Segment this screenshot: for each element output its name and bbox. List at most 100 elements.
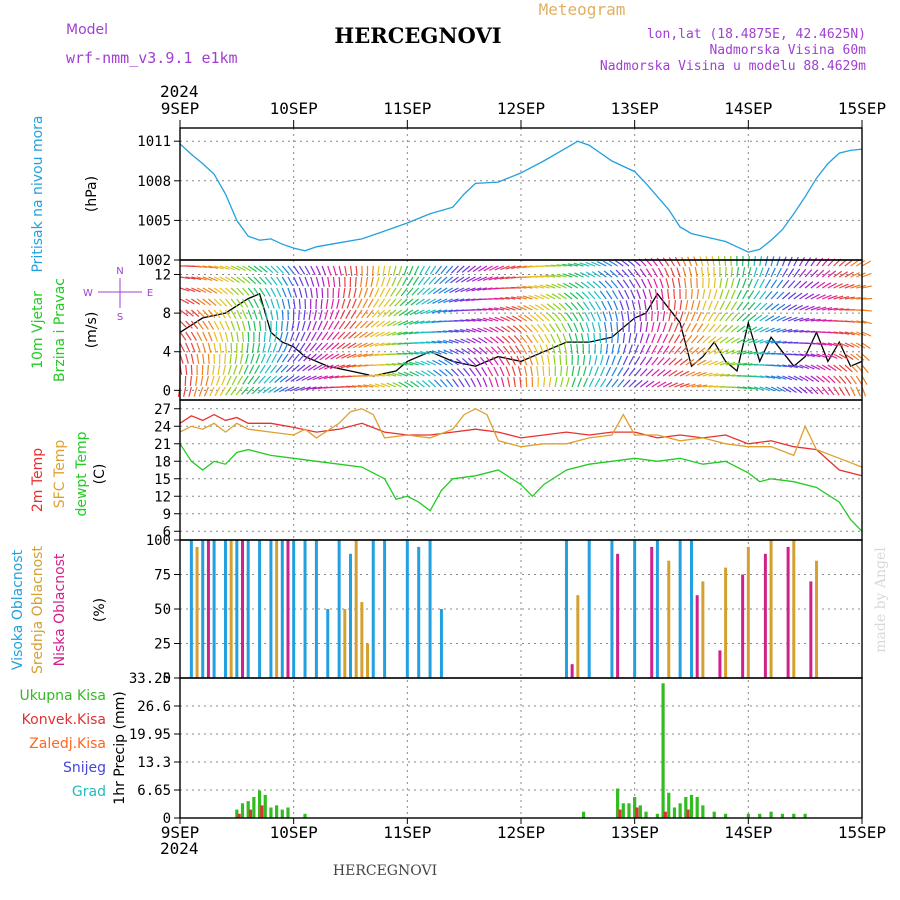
wind-arrow [437, 340, 448, 344]
ylabel-temp-unit: (C) [92, 464, 108, 485]
wind-arrow [363, 287, 369, 298]
wind-arrow [335, 364, 346, 369]
wind-arrow [219, 276, 229, 283]
wind-arrow [185, 276, 196, 280]
wind-arrow [267, 342, 272, 353]
wind-arrow [229, 353, 232, 365]
wind-arrow [562, 263, 573, 267]
wind-arrow [431, 350, 442, 355]
x-tick-label-top: 11SEP [383, 99, 431, 118]
wind-arrow [386, 382, 397, 388]
wind-arrow [821, 294, 832, 300]
wind-arrow [634, 278, 641, 289]
wind-arrow [591, 322, 596, 333]
wind-arrow [668, 382, 679, 388]
wind-arrow [444, 368, 454, 377]
wind-arrow [423, 276, 431, 286]
plot-layer [177, 140, 873, 818]
wind-arrow [776, 256, 781, 267]
wind-arrow [610, 279, 619, 289]
wind-arrow [679, 322, 686, 333]
wind-arrow [403, 362, 414, 366]
wind-arrow [202, 276, 213, 281]
bar-precip [621, 803, 625, 818]
wind-arrow [388, 298, 397, 307]
wind-arrow [224, 309, 232, 319]
bar-cloud [246, 540, 250, 678]
wind-arrow [759, 278, 765, 289]
wind-arrow [262, 342, 266, 353]
wind-arrow [708, 360, 718, 366]
wind-arrow [555, 323, 562, 333]
wind-arrow [243, 364, 249, 375]
wind-arrow [702, 300, 707, 311]
wind-arrow [478, 337, 488, 344]
wind-arrow [662, 369, 672, 377]
wind-arrow [563, 282, 573, 289]
wind-arrow [353, 331, 363, 339]
wind-arrow [253, 265, 263, 273]
wind-arrow [571, 377, 576, 388]
wind-arrow [230, 287, 239, 296]
bar-precip [633, 796, 637, 818]
wind-arrow [707, 266, 710, 278]
wind-arrow [691, 347, 700, 355]
wind-arrow [332, 331, 340, 340]
wind-arrow [594, 378, 601, 388]
wind-arrow [708, 312, 715, 322]
wind-arrow [662, 257, 670, 267]
wind-arrow [628, 344, 633, 355]
wind-arrow [816, 386, 824, 395]
wind-arrow [346, 298, 352, 309]
bar-cloud [701, 581, 705, 678]
wind-arrow [501, 335, 511, 344]
wind-arrow [420, 320, 431, 325]
wind-arrow [522, 295, 533, 300]
wind-arrow [594, 355, 598, 366]
wind-arrow [534, 355, 539, 366]
wind-arrow [525, 376, 528, 388]
wind-arrow [673, 288, 676, 300]
wind-arrow [571, 312, 579, 322]
wind-arrow [196, 298, 206, 306]
wind-arrow [375, 276, 380, 287]
bar-cloud [718, 650, 722, 678]
wind-arrow [708, 385, 719, 388]
wind-arrow [443, 349, 454, 355]
bar-cloud [212, 540, 216, 678]
wind-arrow [528, 355, 533, 366]
wind-arrow [690, 300, 695, 311]
wind-arrow [347, 342, 357, 349]
wind-arrow [556, 273, 567, 278]
wind-arrow [714, 360, 724, 366]
wind-arrow [506, 325, 516, 333]
wind-arrow [567, 322, 573, 333]
wind-arrow [321, 331, 329, 341]
wind-arrow [747, 302, 756, 311]
compass-s: S [117, 312, 123, 323]
wind-arrow [776, 303, 786, 311]
wind-arrow [287, 353, 295, 363]
wind-arrow [268, 375, 278, 384]
wind-arrow [213, 276, 224, 282]
wind-arrow [522, 355, 528, 366]
bar-cloud [235, 540, 239, 678]
bar-cloud [655, 540, 659, 678]
wind-arrow [274, 331, 278, 342]
wind-arrow [759, 352, 770, 355]
wind-arrow [719, 278, 723, 289]
wind-arrow [462, 367, 471, 377]
x-tick-label-top: 10SEP [270, 99, 318, 118]
wind-arrow [236, 309, 242, 320]
wind-arrow [212, 364, 215, 375]
year-bottom: 2024 [160, 839, 199, 858]
wind-arrow [395, 287, 403, 297]
wind-arrow [713, 277, 716, 289]
wind-arrow [304, 287, 308, 298]
wind-arrow [736, 267, 740, 278]
wind-arrow [202, 331, 208, 342]
wind-arrow [505, 265, 516, 270]
wind-arrow [310, 287, 313, 298]
wind-arrow [432, 298, 442, 304]
wind-arrow [369, 331, 380, 338]
